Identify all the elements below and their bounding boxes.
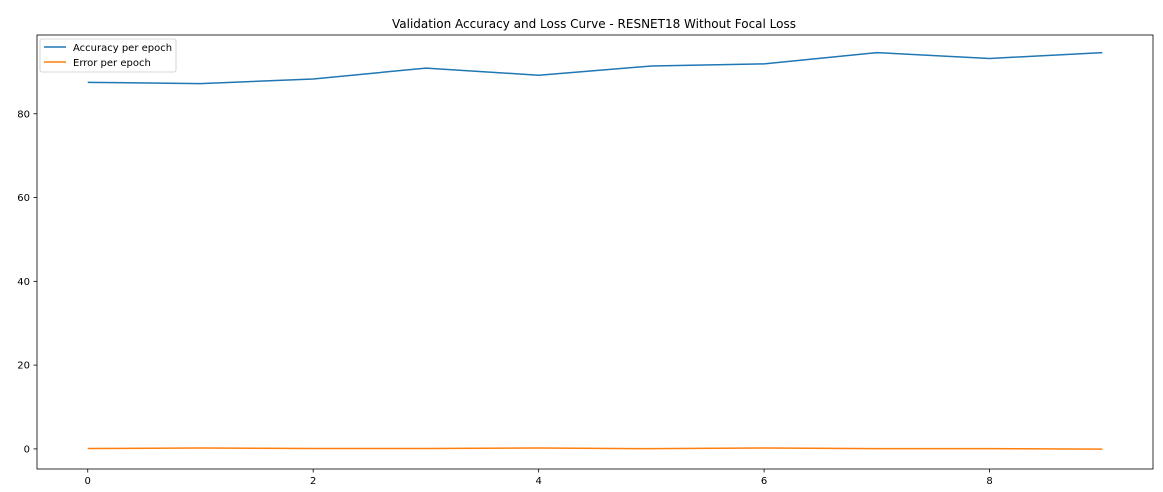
y-tick-label: 0 — [24, 444, 30, 455]
y-tick-label: 60 — [17, 193, 30, 204]
legend-box — [39, 38, 177, 73]
x-tick-label: 6 — [761, 476, 767, 487]
series-layer — [87, 51, 1103, 450]
x-tick-label: 0 — [85, 476, 91, 487]
series-line-error — [87, 447, 1103, 450]
legend-label-error: Error per epoch — [73, 58, 151, 69]
y-tick-label: 80 — [17, 109, 30, 120]
y-axis: 0 20 40 60 80 — [17, 109, 37, 455]
x-tick-label: 8 — [986, 476, 992, 487]
chart-title: Validation Accuracy and Loss Curve - RES… — [392, 17, 796, 31]
x-axis: 0 2 4 6 8 — [85, 469, 993, 487]
y-tick-label: 20 — [17, 361, 30, 372]
plot-frame — [36, 34, 1154, 470]
legend: Accuracy per epoch Error per epoch — [39, 38, 177, 73]
x-tick-label: 2 — [310, 476, 316, 487]
x-tick-label: 4 — [535, 476, 541, 487]
legend-label-accuracy: Accuracy per epoch — [73, 43, 172, 54]
series-line-accuracy — [87, 51, 1103, 85]
y-tick-label: 40 — [17, 277, 30, 288]
